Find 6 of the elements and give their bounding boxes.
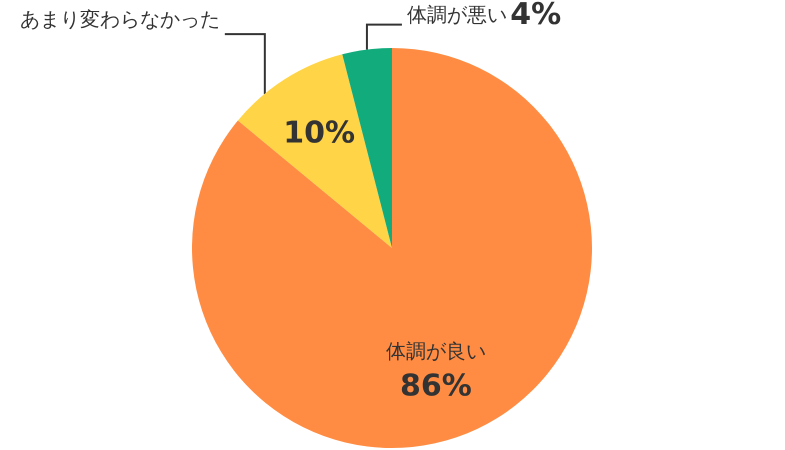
slice-label: 体調が良い: [386, 339, 486, 364]
data-label: 86%: [400, 368, 472, 404]
data-label: 10%: [283, 116, 356, 151]
slice-label: あまり変わらなかった: [20, 7, 220, 32]
data-label: 4%: [510, 0, 562, 32]
slice-label: 体調が悪い: [406, 2, 507, 27]
